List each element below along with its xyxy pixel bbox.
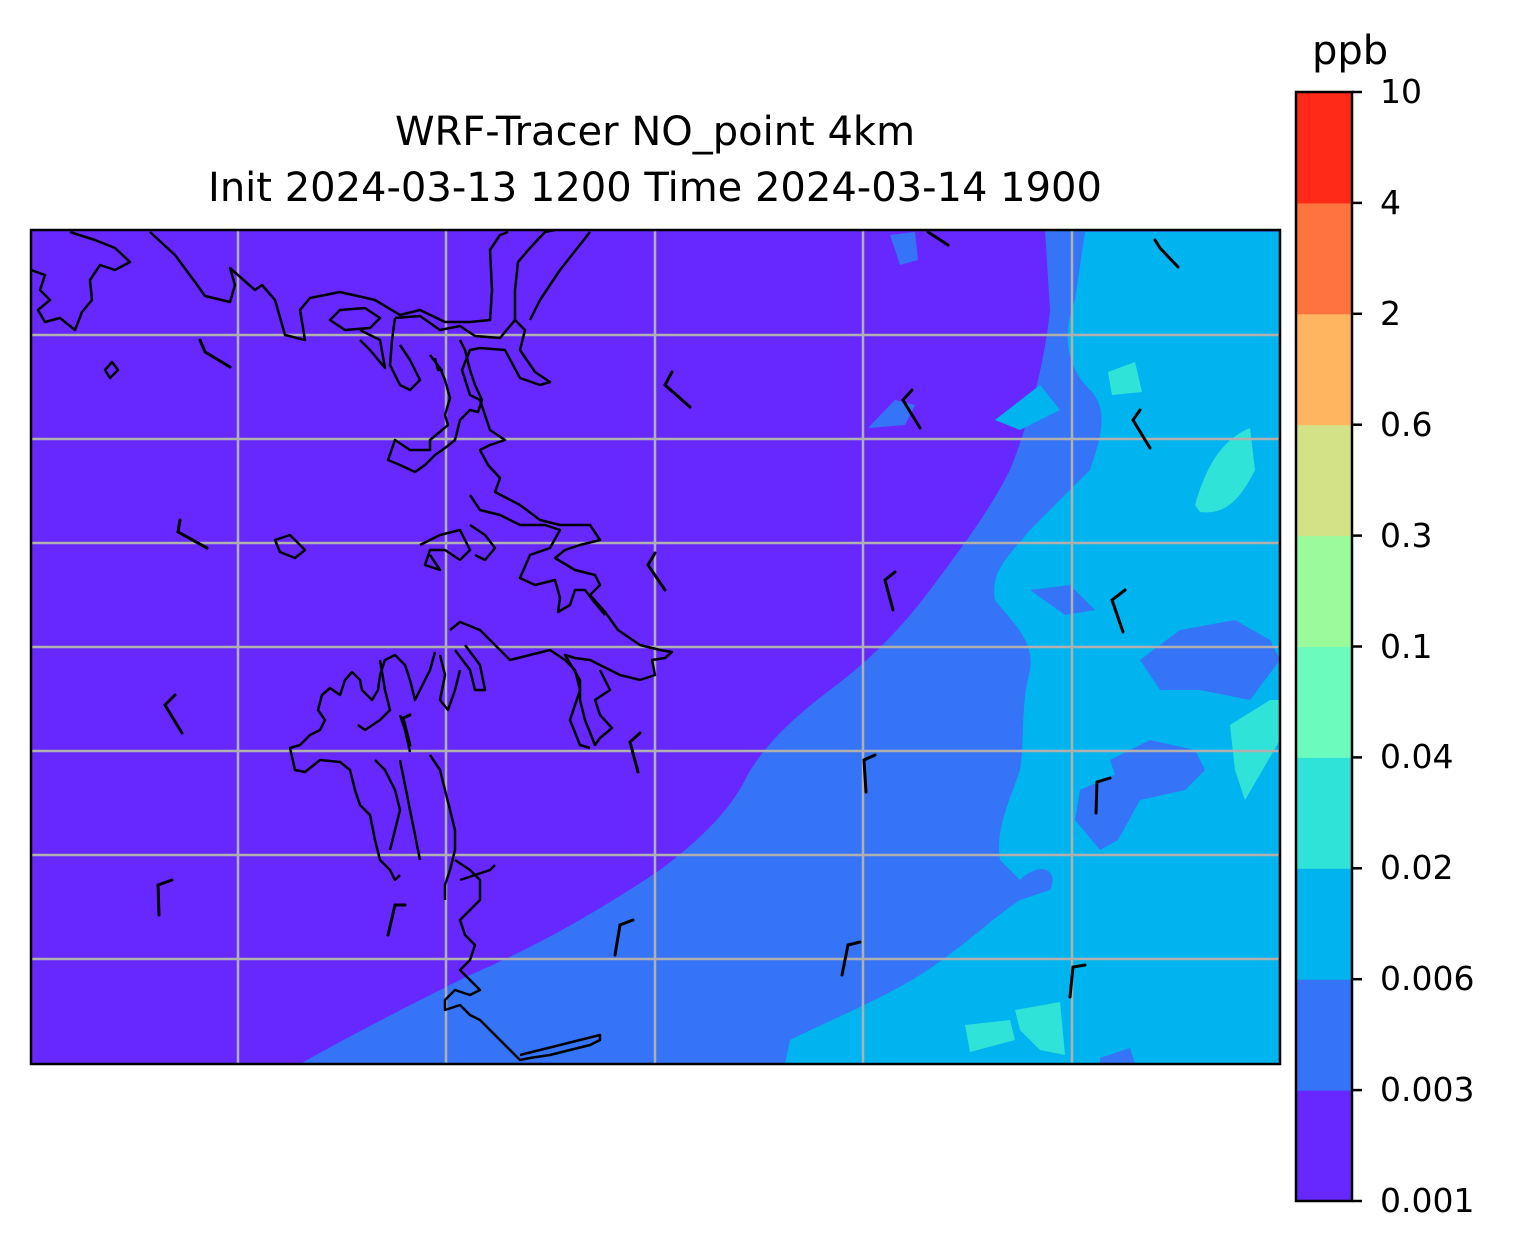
field-level-3d [965, 1020, 1015, 1052]
field-level-1f [1140, 620, 1280, 700]
gridlines [31, 230, 1280, 1064]
colorbar-tick-label: 4 [1380, 182, 1401, 222]
colorbar-swatches [1296, 92, 1352, 1202]
colorbar-tick-label: 0.04 [1380, 737, 1454, 777]
colorbar-tick-label: 0.6 [1380, 404, 1433, 444]
colorbar-tick-label: 0.3 [1380, 515, 1433, 555]
field-level-1b [890, 232, 918, 265]
field-level-3a [1108, 362, 1142, 395]
colorbar-tick-label: 0.1 [1380, 626, 1433, 666]
field-level-3b [1195, 428, 1255, 513]
chart-title-line-2: Init 2024-03-13 1200 Time 2024-03-14 190… [208, 165, 1102, 211]
colorbar-swatch-6 [1296, 424, 1352, 537]
field-level-3e [1015, 1002, 1065, 1055]
colorbar-swatch-4 [1296, 646, 1352, 758]
field-level-2b [995, 385, 1060, 430]
colorbar-tick-label: 10 [1380, 72, 1422, 111]
colorbar-ticks [1352, 90, 1362, 1203]
colorbar-tick-label: 0.001 [1380, 1181, 1475, 1220]
chart-title-line-1: WRF-Tracer NO_point 4km [394, 109, 916, 155]
field-level-1d [1030, 585, 1095, 615]
colorbar-unit-label: ppb [1312, 28, 1389, 74]
colorbar-swatch-1 [1296, 979, 1352, 1091]
colorbar-tick-label: 0.02 [1380, 848, 1454, 888]
field-level-1g [1110, 740, 1205, 800]
map-frame [29, 228, 1282, 1066]
colorbar-swatch-7 [1296, 313, 1352, 426]
colorbar-tick-label: 2 [1380, 293, 1401, 333]
field-level-1i [1230, 655, 1245, 675]
colorbar-swatch-0 [1296, 1090, 1352, 1202]
field-level-1h [1100, 1048, 1135, 1064]
coastline [31, 230, 674, 1062]
colorbar-tick-label: 0.006 [1380, 959, 1475, 999]
wind-barbs [156, 230, 1180, 999]
colorbar-tick-label: 0.003 [1380, 1070, 1475, 1110]
colorbar-swatch-3 [1296, 757, 1352, 869]
colorbar-swatch-8 [1296, 202, 1352, 315]
colorbar-swatch-5 [1296, 535, 1352, 647]
colorbar-swatch-2 [1296, 868, 1352, 980]
colorbar-swatch-9 [1296, 92, 1352, 204]
field-level-1c [868, 400, 915, 428]
